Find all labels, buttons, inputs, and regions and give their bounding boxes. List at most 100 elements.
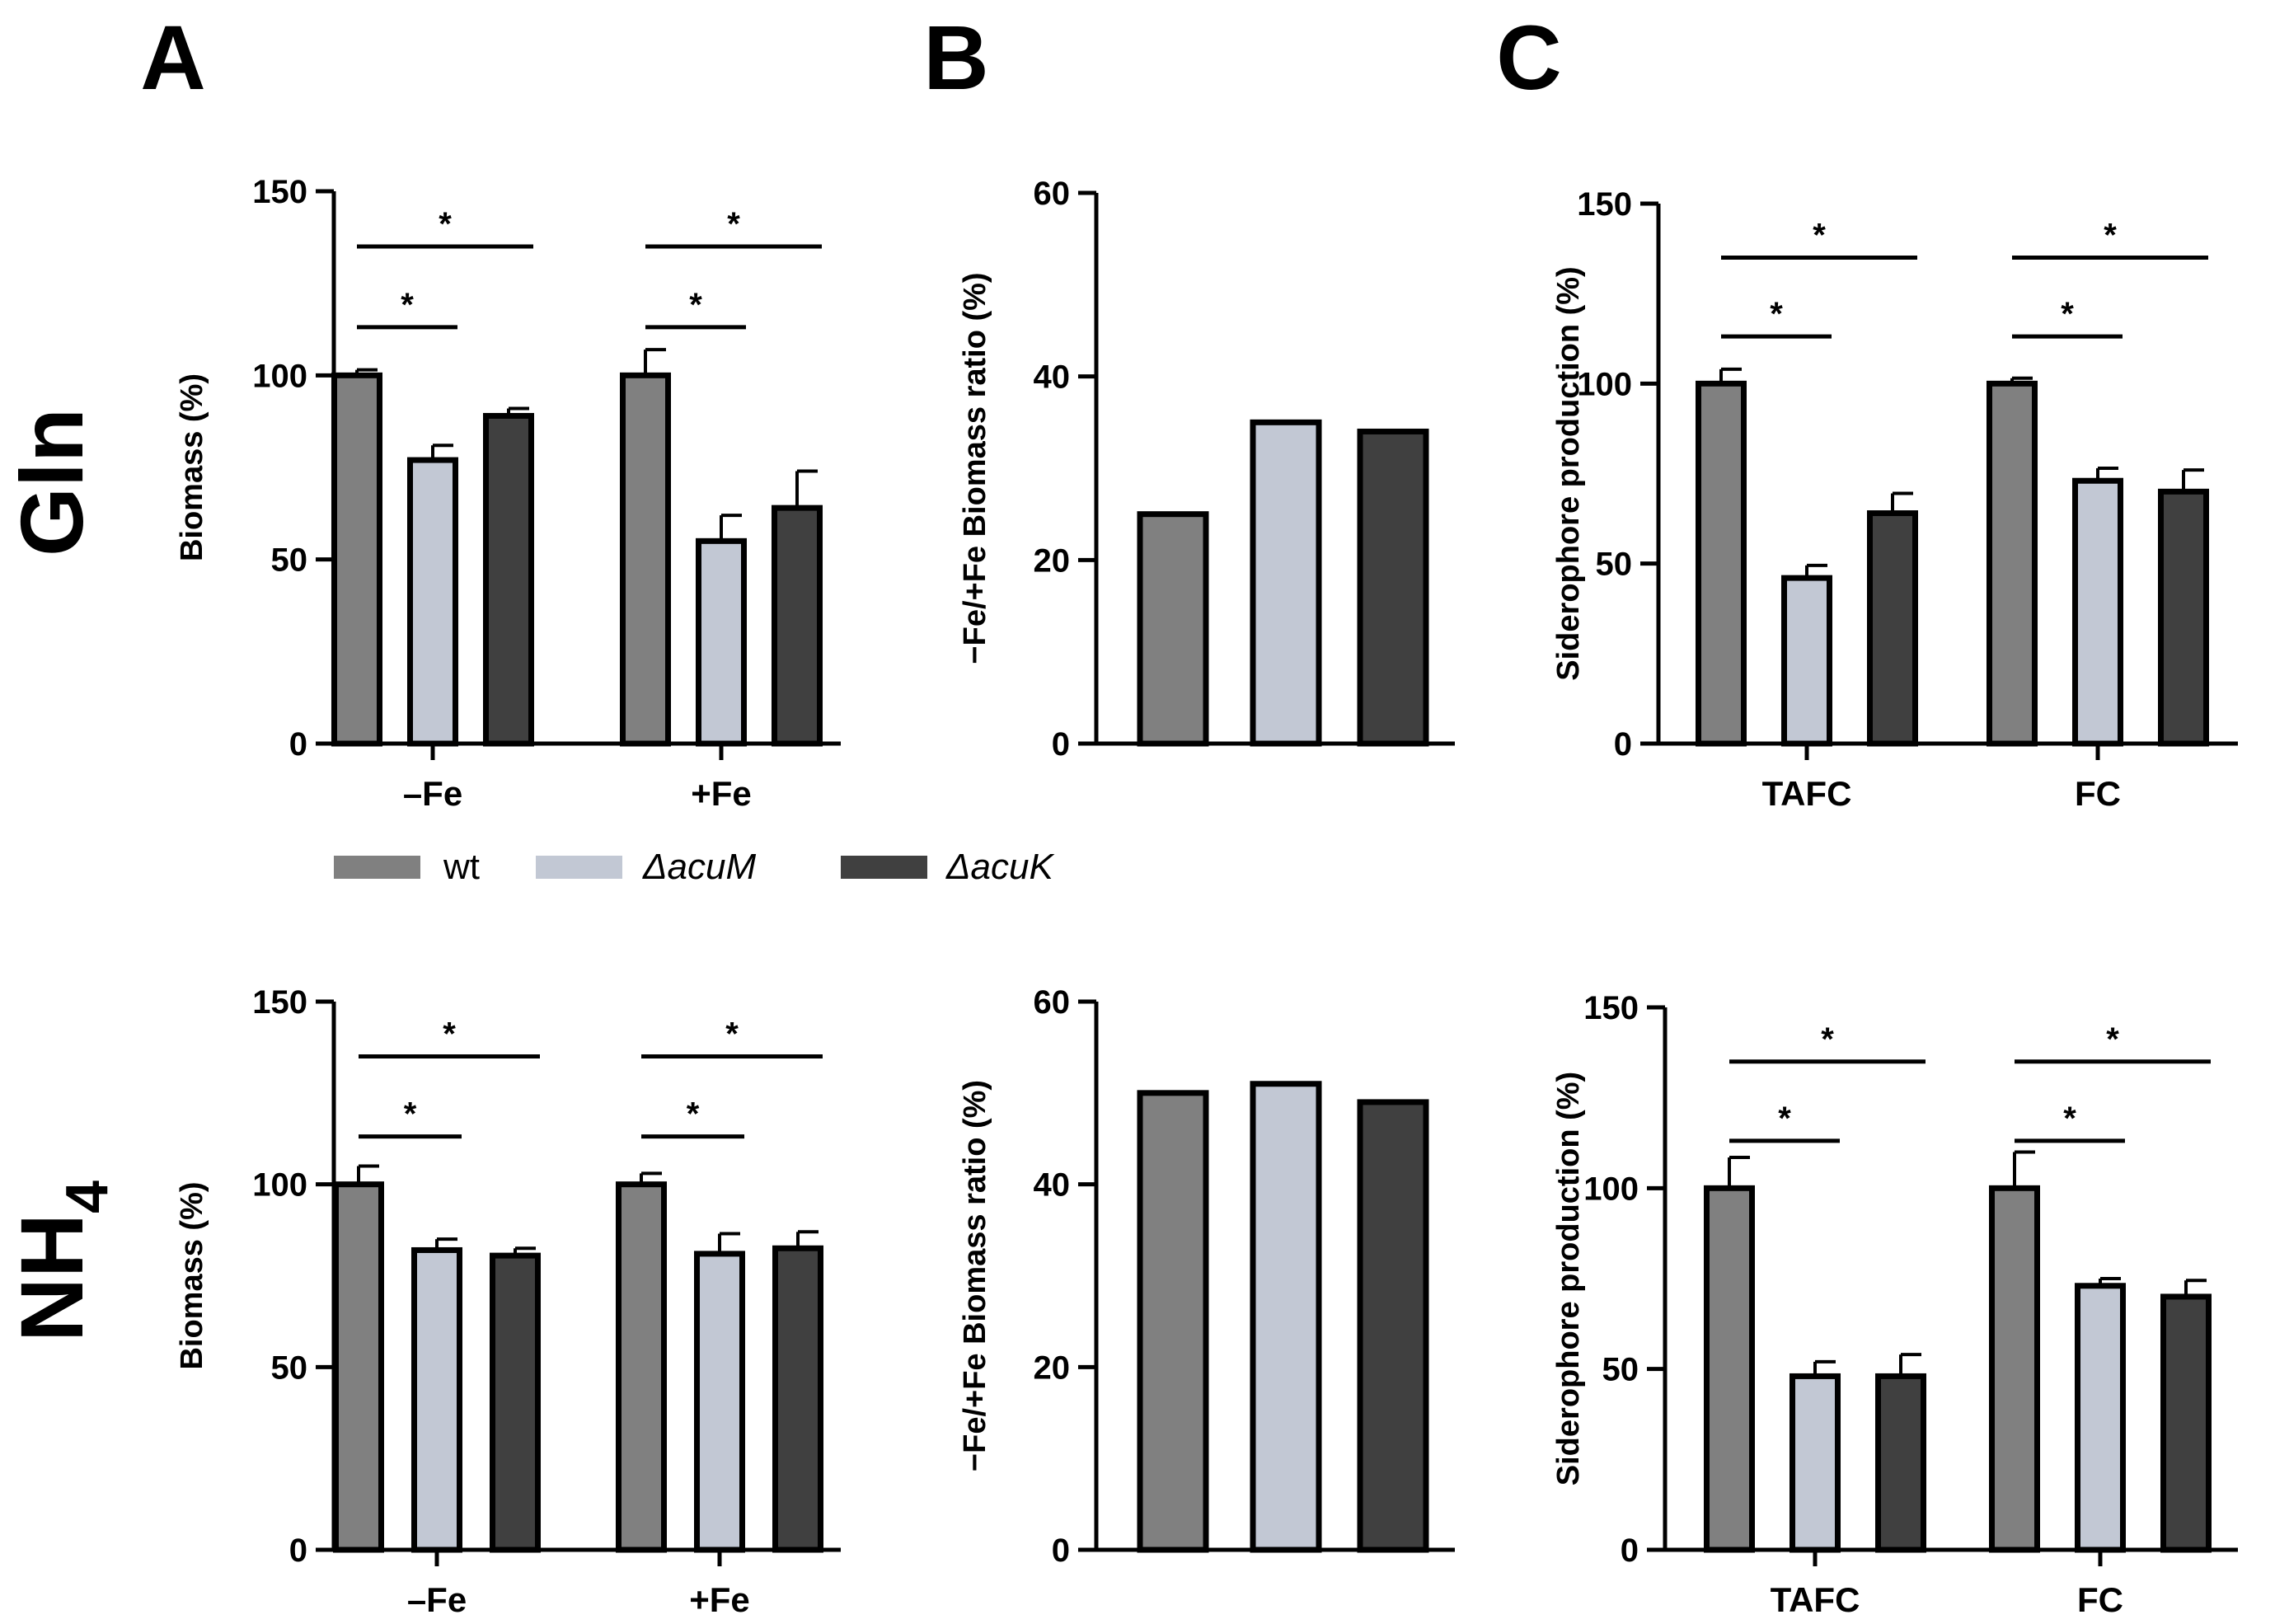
bar <box>772 1245 823 1553</box>
bar <box>1781 575 1832 747</box>
bar <box>1137 1090 1209 1553</box>
y-tick-label: 0 <box>1052 1532 1070 1569</box>
y-tick-label: 60 <box>1034 984 1071 1021</box>
bar <box>696 537 747 747</box>
y-tick-label: 150 <box>252 984 307 1021</box>
x-tick-label: +Fe <box>689 1580 750 1619</box>
significance-star: * <box>1778 1101 1791 1137</box>
y-tick-label: 50 <box>271 542 308 579</box>
row-label-gln: Gln <box>2 408 101 556</box>
y-tick-label: 0 <box>289 726 307 763</box>
bar <box>772 505 823 747</box>
bar <box>331 372 382 747</box>
y-axis-label: Biomass (%) <box>175 1181 209 1369</box>
panel-letter-b: B <box>923 7 988 109</box>
bar <box>1357 1099 1429 1553</box>
legend-swatch <box>841 856 927 879</box>
x-tick-label: +Fe <box>691 774 752 813</box>
significance-star: * <box>2104 218 2117 254</box>
y-tick-label: 0 <box>1621 1532 1639 1569</box>
bar <box>1250 419 1322 747</box>
y-tick-label: 0 <box>1052 726 1070 763</box>
legend-label: ΔacuM <box>642 847 756 887</box>
chart-a-nh4: –Fe +Fe * * * * 0 50 100 150 Biomass (%) <box>175 984 841 1619</box>
chart-b-nh4: 0 20 40 60 −Fe/+Fe Biomass ratio (%) <box>958 984 1455 1569</box>
bar <box>407 457 458 747</box>
bar <box>1357 428 1429 747</box>
charts: –Fe +Fe * * * * 0 50 100 150 Biomass (%) 0 20 40 60 −Fe… <box>175 174 2238 1619</box>
bar <box>694 1251 745 1553</box>
significance-star: * <box>443 1016 456 1053</box>
y-axis-label: −Fe/+Fe Biomass ratio (%) <box>958 272 992 664</box>
significance-star: * <box>2063 1101 2076 1137</box>
legend-label: ΔacuK <box>945 847 1054 887</box>
y-axis-label: Biomass (%) <box>175 373 209 561</box>
panel-letter-c: C <box>1496 7 1561 109</box>
y-tick-label: 100 <box>1583 1171 1639 1207</box>
y-tick-label: 150 <box>1577 186 1632 223</box>
bar <box>1987 380 2038 747</box>
chart-a-gln: –Fe +Fe * * * * 0 50 100 150 Biomass (%) <box>175 174 841 813</box>
bar <box>2158 488 2209 747</box>
y-tick-label: 20 <box>1034 1349 1071 1386</box>
y-tick-label: 0 <box>1614 726 1632 763</box>
significance-star: * <box>725 1016 739 1053</box>
legend-swatch <box>536 856 622 879</box>
significance-star: * <box>401 287 414 323</box>
y-tick-label: 40 <box>1034 359 1071 396</box>
bar <box>1875 1373 1926 1553</box>
bar <box>616 1181 667 1553</box>
significance-star: * <box>2106 1021 2119 1058</box>
y-axis-label: Siderophore production (%) <box>1551 266 1586 680</box>
significance-star: * <box>1821 1021 1834 1058</box>
legend-label: wt <box>443 847 480 887</box>
y-tick-label: 150 <box>252 174 307 210</box>
x-tick-label: TAFC <box>1762 774 1852 813</box>
bar <box>333 1181 384 1553</box>
bar <box>1704 1185 1755 1553</box>
significance-star: * <box>1770 296 1783 332</box>
chart-c-nh4: TAFC FC * * * * 0 50 100 150 Siderophore productio… <box>1551 990 2238 1619</box>
y-tick-label: 100 <box>1577 366 1632 402</box>
bar <box>1790 1373 1841 1553</box>
y-tick-label: 20 <box>1034 542 1071 579</box>
bar <box>411 1246 462 1553</box>
bar <box>483 412 534 747</box>
bar <box>2160 1293 2212 1553</box>
bar <box>1696 380 1747 747</box>
significance-star: * <box>439 206 452 242</box>
bar <box>1989 1185 2040 1553</box>
significance-star: * <box>689 287 702 323</box>
y-tick-label: 100 <box>252 1167 307 1204</box>
y-tick-label: 0 <box>289 1532 307 1569</box>
bar <box>490 1252 541 1553</box>
x-tick-label: FC <box>2077 1580 2123 1619</box>
y-tick-label: 60 <box>1034 176 1071 212</box>
y-tick-label: 50 <box>1596 547 1633 583</box>
y-axis-label: −Fe/+Fe Biomass ratio (%) <box>958 1080 992 1471</box>
significance-star: * <box>727 206 740 242</box>
y-tick-label: 150 <box>1583 990 1639 1026</box>
panel-letter-a: A <box>140 7 205 109</box>
significance-star: * <box>2061 296 2074 332</box>
legend-swatch <box>334 856 420 879</box>
x-tick-label: FC <box>2075 774 2121 813</box>
y-tick-label: 40 <box>1034 1167 1071 1204</box>
y-tick-label: 50 <box>271 1349 308 1386</box>
significance-star: * <box>1813 218 1826 254</box>
chart-b-gln: 0 20 40 60 −Fe/+Fe Biomass ratio (%) <box>958 176 1455 763</box>
bar <box>2075 1283 2126 1553</box>
bar <box>620 372 671 747</box>
legend: wt ΔacuM ΔacuK <box>334 847 1054 887</box>
chart-c-gln: TAFC FC * * * * 0 50 100 150 Siderophore productio… <box>1551 186 2238 813</box>
bar <box>1137 511 1209 747</box>
significance-star: * <box>404 1096 417 1133</box>
bar <box>1250 1081 1322 1553</box>
bar <box>2072 477 2123 747</box>
bar <box>1867 510 1918 747</box>
x-tick-label: –Fe <box>403 774 462 813</box>
y-axis-label: Siderophore production (%) <box>1551 1072 1586 1486</box>
y-tick-label: 100 <box>252 358 307 394</box>
significance-star: * <box>687 1096 700 1133</box>
